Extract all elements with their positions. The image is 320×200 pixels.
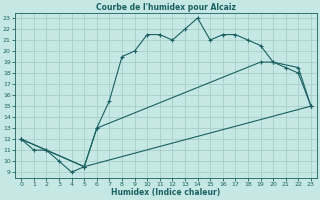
X-axis label: Humidex (Indice chaleur): Humidex (Indice chaleur) xyxy=(111,188,221,197)
Title: Courbe de l'humidex pour Alcaiz: Courbe de l'humidex pour Alcaiz xyxy=(96,3,236,12)
